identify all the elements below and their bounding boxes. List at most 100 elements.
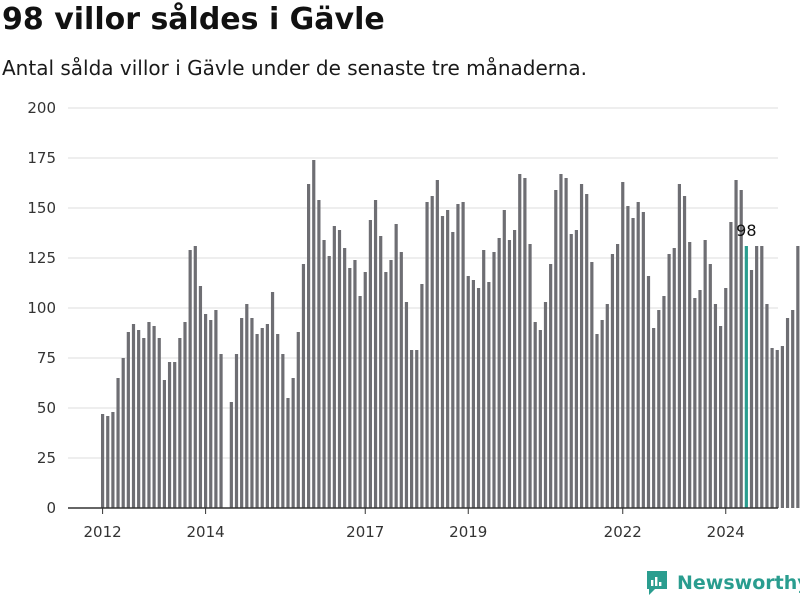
bar bbox=[188, 250, 192, 508]
bar bbox=[368, 220, 372, 508]
bar bbox=[137, 330, 141, 508]
bar bbox=[574, 230, 578, 508]
y-tick-label: 100 bbox=[27, 299, 56, 317]
bar bbox=[126, 332, 130, 508]
bar bbox=[255, 334, 259, 508]
bar bbox=[698, 290, 702, 508]
bar bbox=[796, 246, 800, 508]
bar bbox=[178, 338, 182, 508]
bar bbox=[131, 324, 136, 508]
bar bbox=[482, 250, 486, 508]
bar bbox=[646, 276, 651, 508]
bar bbox=[729, 222, 733, 508]
bar bbox=[394, 224, 398, 508]
y-tick-label: 150 bbox=[27, 199, 56, 217]
bar bbox=[240, 318, 244, 508]
bar bbox=[667, 254, 671, 508]
bar bbox=[245, 304, 249, 508]
newsworthy-brand[interactable]: Newsworthy bbox=[645, 568, 800, 598]
x-tick-label: 2017 bbox=[346, 523, 384, 541]
bar bbox=[533, 322, 537, 508]
bar bbox=[291, 378, 295, 508]
bar bbox=[435, 180, 439, 508]
bar bbox=[286, 398, 290, 508]
x-tick-label: 2012 bbox=[84, 523, 122, 541]
bar bbox=[219, 354, 223, 508]
bar bbox=[173, 362, 177, 508]
bar bbox=[116, 378, 120, 508]
bar bbox=[775, 350, 779, 508]
bar bbox=[209, 320, 213, 508]
bar bbox=[476, 288, 481, 508]
bar bbox=[234, 354, 239, 508]
bar bbox=[672, 248, 676, 508]
bar bbox=[610, 254, 615, 508]
bar bbox=[353, 260, 357, 508]
bar bbox=[528, 244, 532, 508]
y-tick-label: 175 bbox=[27, 149, 56, 167]
bar bbox=[652, 328, 656, 508]
bar bbox=[111, 412, 115, 508]
bar bbox=[677, 184, 681, 508]
bar bbox=[250, 318, 254, 508]
bar bbox=[755, 246, 759, 508]
x-tick-label: 2014 bbox=[187, 523, 225, 541]
bar bbox=[631, 218, 635, 508]
bar bbox=[167, 362, 172, 508]
bar bbox=[121, 358, 125, 508]
bar bbox=[229, 402, 233, 508]
highlight-bar bbox=[744, 246, 748, 508]
bar bbox=[719, 326, 723, 508]
brand-name: Newsworthy bbox=[677, 572, 800, 594]
bar bbox=[322, 240, 326, 508]
bar bbox=[162, 380, 166, 508]
newsworthy-logo-icon bbox=[647, 571, 667, 595]
y-tick-label: 0 bbox=[46, 499, 56, 517]
bar bbox=[399, 252, 403, 508]
bar bbox=[214, 310, 218, 508]
bar bbox=[332, 226, 336, 508]
bar bbox=[373, 200, 378, 508]
bar bbox=[456, 204, 460, 508]
bar bbox=[337, 230, 342, 508]
bar-series bbox=[101, 160, 800, 508]
bar bbox=[513, 230, 517, 508]
bar bbox=[425, 202, 429, 508]
bar bbox=[343, 248, 347, 508]
bar bbox=[760, 246, 764, 508]
y-tick-label: 25 bbox=[37, 449, 56, 467]
bar bbox=[559, 174, 563, 508]
bar bbox=[641, 212, 645, 508]
bar bbox=[379, 236, 383, 508]
bar bbox=[296, 332, 300, 508]
bar bbox=[554, 190, 558, 508]
bar bbox=[780, 346, 784, 508]
bar bbox=[193, 246, 197, 508]
bar bbox=[147, 322, 151, 508]
bar bbox=[538, 330, 542, 508]
bar bbox=[281, 354, 285, 508]
bar bbox=[327, 256, 331, 508]
bar bbox=[276, 334, 280, 508]
bar bbox=[523, 178, 527, 508]
bar bbox=[605, 304, 609, 508]
bar bbox=[549, 264, 553, 508]
bar bbox=[579, 184, 584, 508]
bar bbox=[430, 196, 434, 508]
bar bbox=[106, 416, 110, 508]
bar bbox=[183, 322, 187, 508]
bar bbox=[301, 264, 306, 508]
bar bbox=[636, 202, 640, 508]
bar bbox=[765, 304, 769, 508]
highlight-annotation: 98 bbox=[736, 221, 756, 240]
bar bbox=[595, 334, 599, 508]
bar bbox=[492, 252, 496, 508]
bar bbox=[487, 282, 491, 508]
bar bbox=[682, 196, 687, 508]
bar bbox=[307, 184, 311, 508]
bar bbox=[621, 182, 625, 508]
bar bbox=[590, 262, 594, 508]
highlight-data-label: 98 bbox=[736, 221, 756, 240]
bar bbox=[791, 310, 795, 508]
y-tick-label: 50 bbox=[37, 399, 56, 417]
